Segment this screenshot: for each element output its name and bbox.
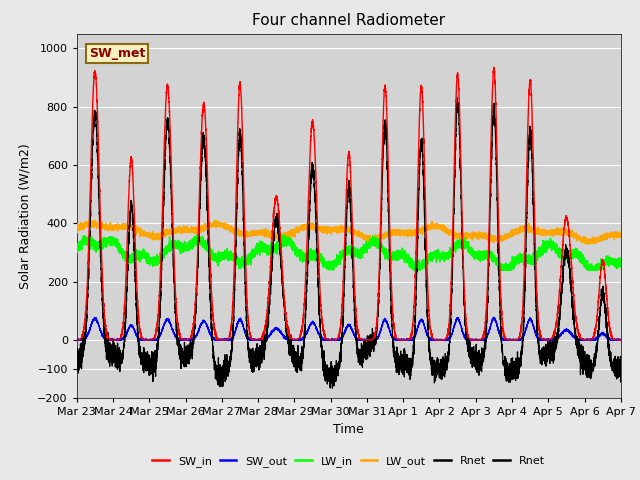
Y-axis label: Solar Radiation (W/m2): Solar Radiation (W/m2) [19, 143, 32, 289]
Legend: SW_in, SW_out, LW_in, LW_out, Rnet, Rnet: SW_in, SW_out, LW_in, LW_out, Rnet, Rnet [148, 451, 550, 471]
Text: SW_met: SW_met [89, 48, 145, 60]
Title: Four channel Radiometer: Four channel Radiometer [252, 13, 445, 28]
X-axis label: Time: Time [333, 423, 364, 436]
